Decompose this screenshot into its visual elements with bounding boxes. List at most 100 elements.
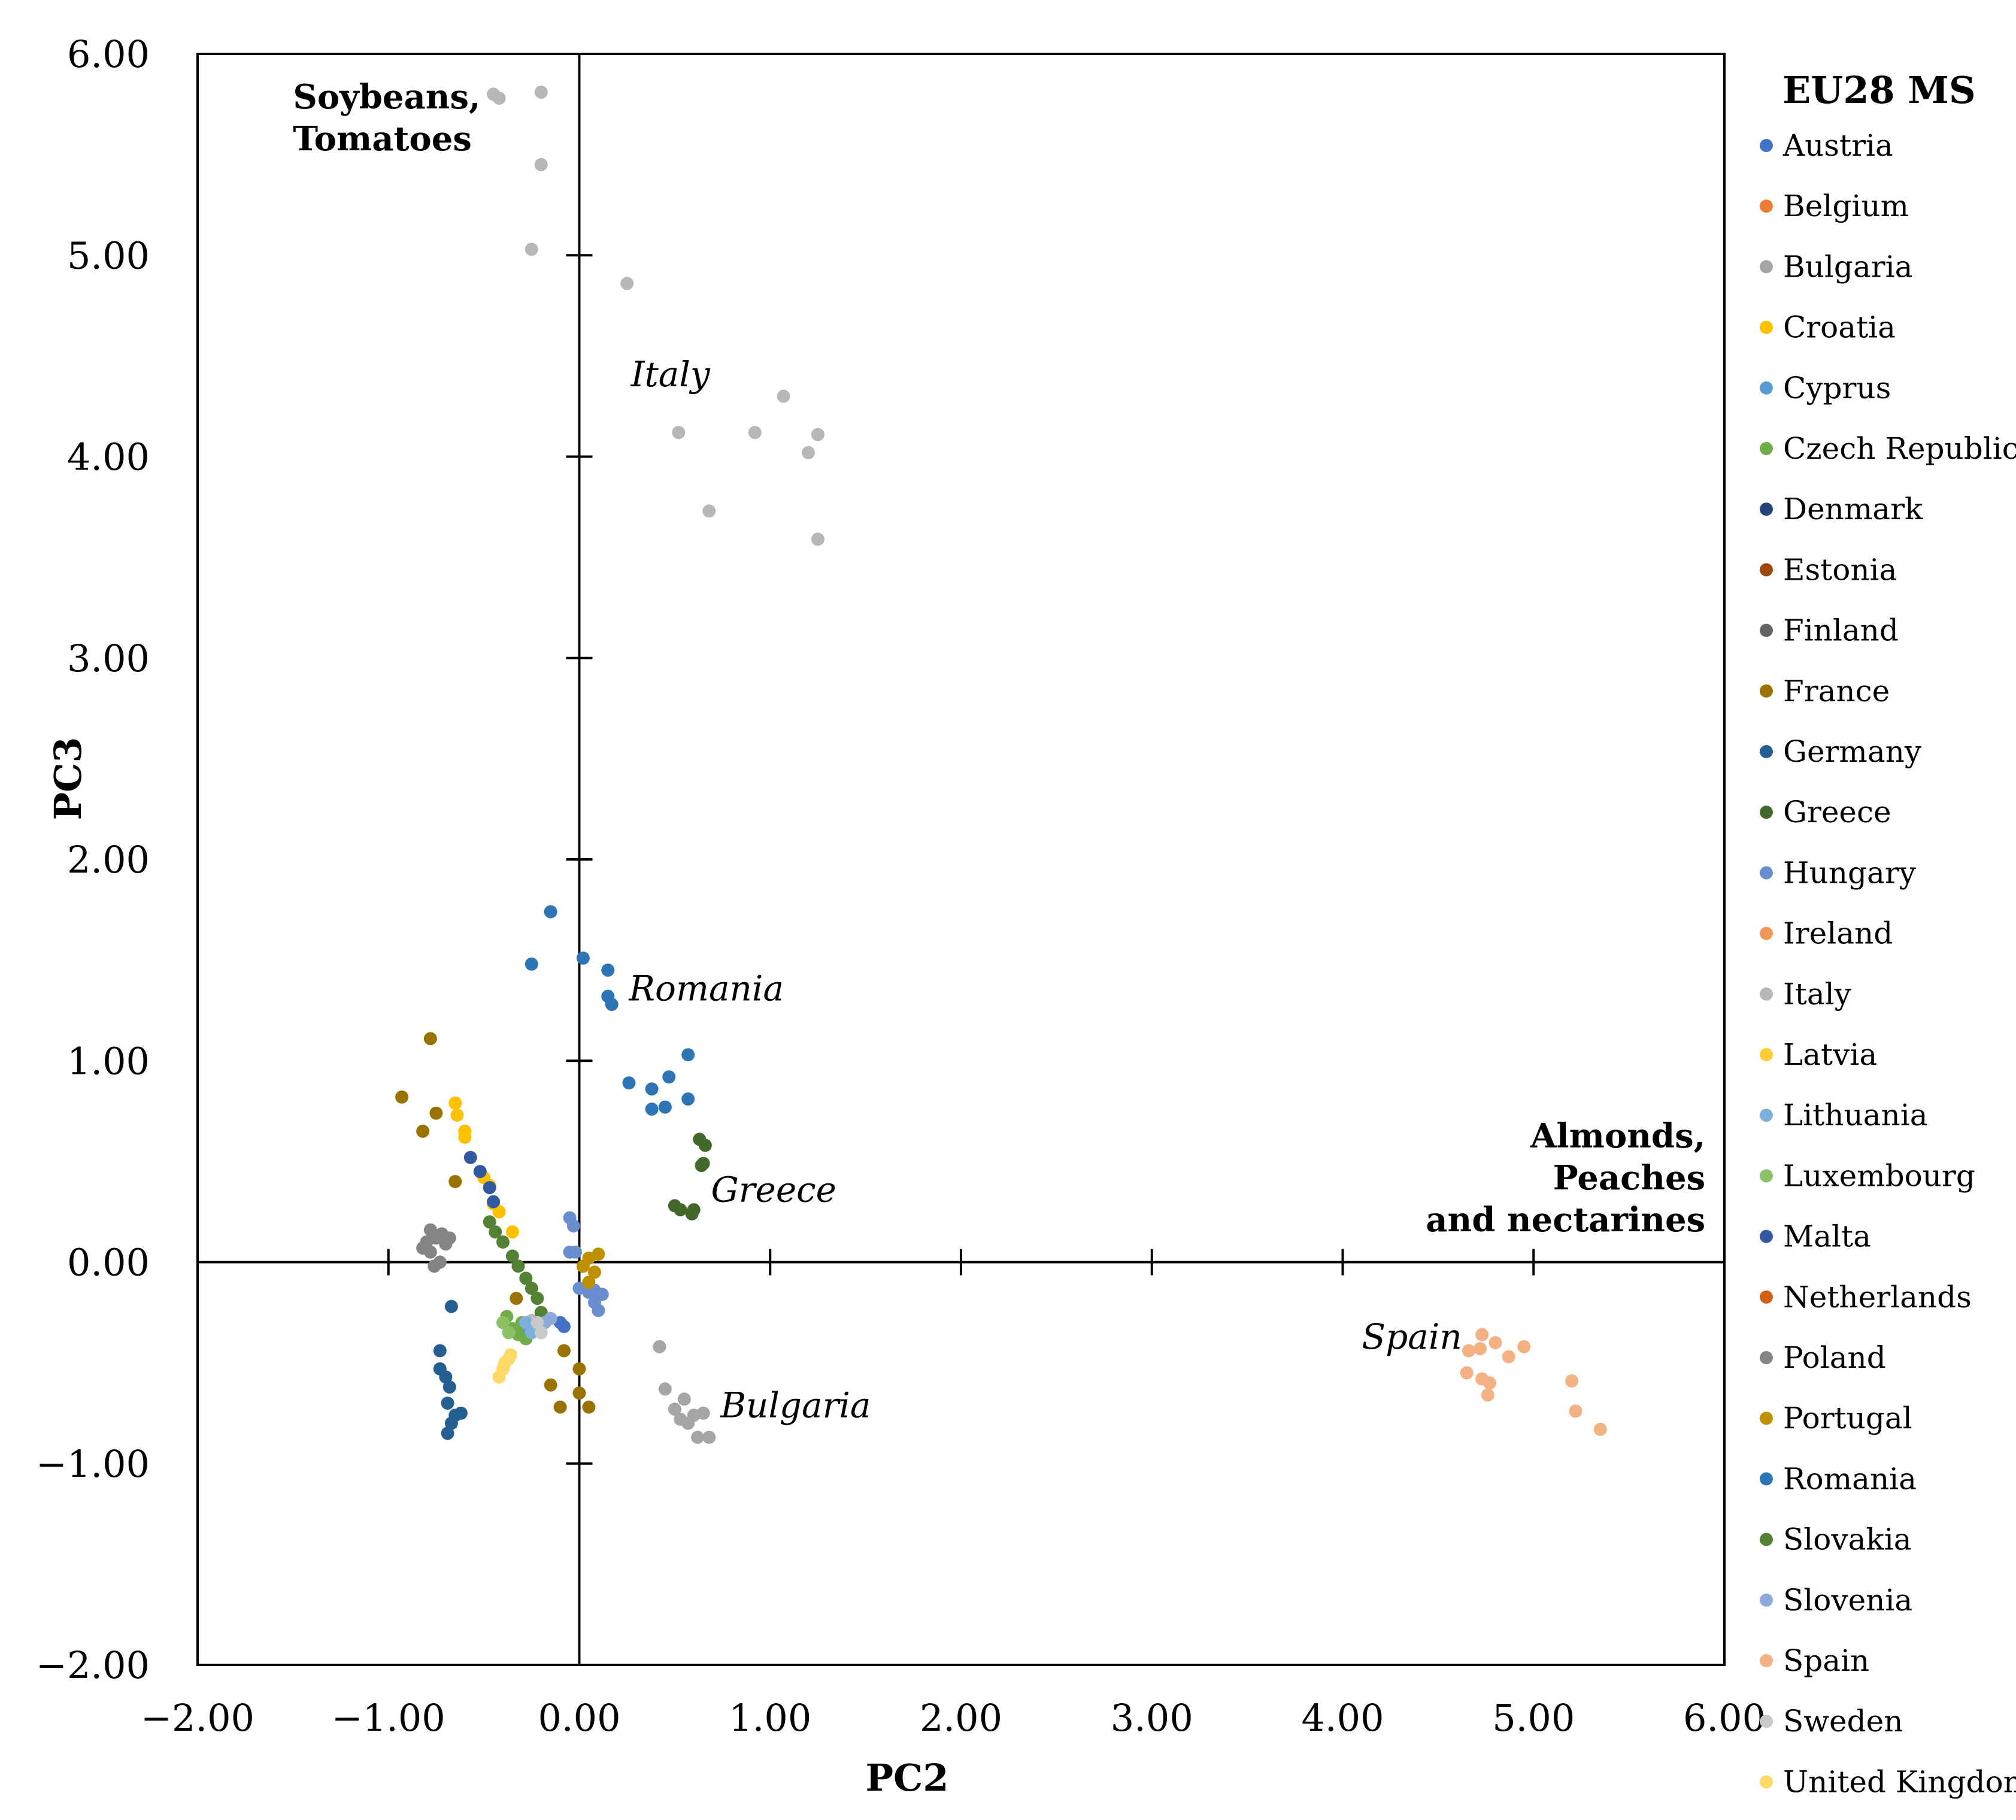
legend-marker-slovenia bbox=[1760, 1593, 1773, 1607]
y-tick-label: 2.00 bbox=[67, 838, 150, 882]
legend-marker-denmark bbox=[1760, 502, 1773, 516]
point-slovakia bbox=[530, 1292, 544, 1305]
point-romania bbox=[662, 1070, 676, 1084]
point-italy bbox=[748, 426, 762, 440]
point-slovakia bbox=[489, 1225, 502, 1239]
point-romania bbox=[525, 957, 538, 971]
legend-label-croatia: Croatia bbox=[1783, 310, 1896, 345]
legend-marker-austria bbox=[1760, 139, 1773, 152]
x-axis-ticks: −2.00 −1.00 0.00 1.00 2.00 3.00 4.00 5.00 6.00 bbox=[141, 1249, 1766, 1740]
annotation-soybeans: Soybeans, Tomatoes bbox=[293, 77, 480, 159]
point-romania bbox=[681, 1092, 695, 1106]
point-germany bbox=[439, 1370, 453, 1384]
point-lithuania bbox=[525, 1326, 538, 1340]
point-croatia bbox=[450, 1109, 464, 1122]
point-luxembourg bbox=[502, 1326, 516, 1340]
legend-label-sweden: Sweden bbox=[1783, 1704, 1903, 1739]
legend-label-poland: Poland bbox=[1783, 1340, 1886, 1375]
point-france bbox=[448, 1175, 462, 1188]
legend-label-austria: Austria bbox=[1782, 128, 1893, 163]
legend-label-ireland: Ireland bbox=[1783, 916, 1893, 951]
legend-label-portugal: Portugal bbox=[1783, 1401, 1912, 1436]
point-france bbox=[429, 1106, 443, 1120]
legend-label-czech-republic: Czech Republic bbox=[1783, 431, 2016, 466]
point-spain bbox=[1569, 1404, 1583, 1418]
point-slovakia bbox=[505, 1249, 519, 1263]
legend-marker-slovakia bbox=[1760, 1533, 1773, 1546]
legend-marker-malta bbox=[1760, 1230, 1773, 1243]
y-tick-label: 3.00 bbox=[67, 637, 150, 680]
legend-marker-poland bbox=[1760, 1351, 1773, 1364]
y-tick-label: 5.00 bbox=[67, 234, 150, 277]
point-spain bbox=[1593, 1422, 1607, 1436]
y-tick-label: 6.00 bbox=[67, 32, 150, 76]
point-greece bbox=[685, 1207, 699, 1221]
legend-marker-sweden bbox=[1760, 1715, 1773, 1728]
point-romania bbox=[601, 963, 615, 977]
point-romania bbox=[645, 1082, 659, 1096]
legend-marker-united-kingdom bbox=[1760, 1775, 1773, 1789]
point-greece bbox=[698, 1138, 712, 1152]
legend-label-cyprus: Cyprus bbox=[1783, 371, 1891, 405]
point-poland bbox=[423, 1223, 437, 1237]
legend-marker-ireland bbox=[1760, 926, 1773, 940]
point-italy bbox=[525, 243, 538, 256]
annotation-bulgaria: Bulgaria bbox=[720, 1385, 871, 1425]
point-bulgaria bbox=[658, 1382, 672, 1396]
legend-marker-italy bbox=[1760, 987, 1773, 1001]
point-spain bbox=[1481, 1388, 1494, 1402]
legend-marker-hungary bbox=[1760, 866, 1773, 880]
point-greece bbox=[695, 1159, 708, 1173]
point-croatia bbox=[505, 1225, 519, 1239]
point-croatia bbox=[458, 1131, 472, 1144]
point-france bbox=[572, 1362, 586, 1376]
axes bbox=[198, 54, 1724, 1665]
point-malta bbox=[483, 1181, 496, 1195]
legend-label-lithuania: Lithuania bbox=[1783, 1098, 1928, 1132]
legend-label-greece: Greece bbox=[1783, 795, 1891, 829]
point-bulgaria bbox=[691, 1431, 705, 1444]
y-tick-label: −2.00 bbox=[36, 1643, 150, 1687]
legend-marker-finland bbox=[1760, 623, 1773, 637]
plot-area bbox=[196, 53, 1726, 1666]
point-france bbox=[510, 1292, 523, 1305]
point-italy bbox=[620, 277, 634, 290]
annotations: Soybeans, Tomatoes Almonds, Peaches and nect… bbox=[293, 77, 1705, 1426]
point-bulgaria bbox=[668, 1403, 681, 1416]
point-italy bbox=[492, 92, 506, 105]
legend-label-germany: Germany bbox=[1783, 734, 1922, 769]
point-italy bbox=[802, 446, 815, 459]
point-spain bbox=[1502, 1350, 1515, 1364]
point-lithuania bbox=[519, 1316, 533, 1330]
legend-label-france: France bbox=[1783, 674, 1890, 708]
legend-label-luxembourg: Luxembourg bbox=[1783, 1158, 1975, 1193]
legend-marker-estonia bbox=[1760, 563, 1773, 577]
x-tick-label: 5.00 bbox=[1492, 1696, 1575, 1740]
point-italy bbox=[672, 426, 686, 440]
point-croatia bbox=[492, 1205, 506, 1219]
point-romania bbox=[544, 905, 557, 919]
point-poland bbox=[416, 1241, 430, 1255]
point-france bbox=[582, 1400, 596, 1414]
legend-marker-romania bbox=[1760, 1472, 1773, 1486]
point-france bbox=[572, 1386, 586, 1400]
point-portugal bbox=[588, 1265, 601, 1279]
legend-label-belgium: Belgium bbox=[1783, 189, 1909, 223]
point-hungary bbox=[566, 1219, 580, 1232]
point-germany bbox=[444, 1416, 458, 1430]
legend-label-denmark: Denmark bbox=[1783, 492, 1923, 526]
point-romania bbox=[645, 1103, 659, 1116]
annotation-italy: Italy bbox=[630, 354, 711, 395]
y-tick-label: −1.00 bbox=[36, 1442, 150, 1486]
point-spain bbox=[1483, 1376, 1496, 1390]
point-croatia bbox=[448, 1096, 462, 1110]
point-france bbox=[395, 1090, 409, 1104]
legend-label-netherlands: Netherlands bbox=[1783, 1280, 1972, 1315]
legend-marker-portugal bbox=[1760, 1412, 1773, 1425]
point-hungary bbox=[563, 1245, 577, 1259]
point-spain bbox=[1517, 1340, 1531, 1353]
y-tick-label: 0.00 bbox=[67, 1241, 150, 1285]
point-italy bbox=[534, 85, 548, 99]
x-tick-label: 2.00 bbox=[920, 1696, 1002, 1740]
